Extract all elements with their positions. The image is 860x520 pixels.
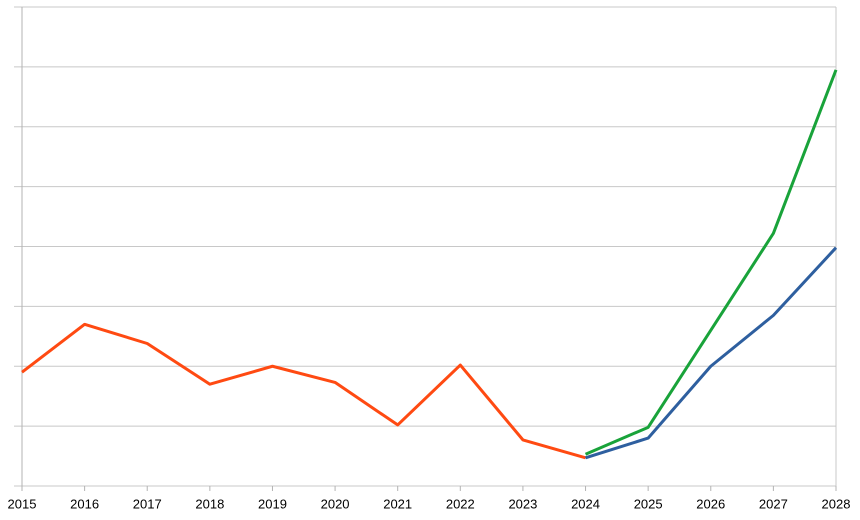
series-line bbox=[585, 246, 838, 460]
x-tick-label: 2019 bbox=[258, 496, 287, 511]
x-tick-label: 2023 bbox=[508, 496, 537, 511]
x-tick-label: 2016 bbox=[70, 496, 99, 511]
x-tick-label: 2028 bbox=[822, 496, 851, 511]
x-tick-label: 2026 bbox=[696, 496, 725, 511]
x-tick-label: 2015 bbox=[8, 496, 37, 511]
series-line bbox=[21, 322, 586, 460]
x-tick-label: 2017 bbox=[133, 496, 162, 511]
series-line bbox=[584, 69, 838, 456]
x-tick-label: 2027 bbox=[759, 496, 788, 511]
x-tick-label: 2024 bbox=[571, 496, 600, 511]
x-tick-label: 2020 bbox=[321, 496, 350, 511]
x-tick-label: 2021 bbox=[383, 496, 412, 511]
x-tick-label: 2018 bbox=[195, 496, 224, 511]
x-tick-label: 2022 bbox=[446, 496, 475, 511]
x-tick-label: 2025 bbox=[634, 496, 663, 511]
